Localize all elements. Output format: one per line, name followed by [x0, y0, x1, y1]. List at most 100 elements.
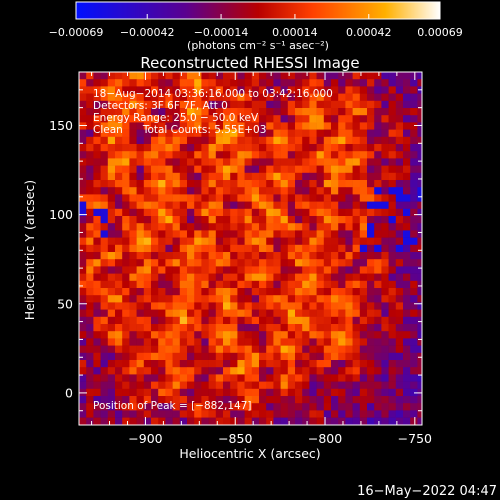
heatmap-cell	[122, 280, 130, 289]
heatmap-cell	[367, 338, 375, 346]
heatmap-cell	[316, 122, 325, 130]
heatmap-cell	[410, 352, 418, 361]
heatmap-cell	[417, 367, 422, 375]
heatmap-cell	[374, 208, 382, 217]
heatmap-cell	[381, 122, 389, 130]
heatmap-cell	[143, 302, 152, 310]
heatmap-cell	[359, 316, 368, 325]
heatmap-cell	[201, 417, 209, 425]
heatmap-cell	[215, 360, 224, 368]
heatmap-cell	[251, 424, 260, 425]
heatmap-cell	[201, 388, 209, 397]
heatmap-cell	[237, 352, 245, 361]
heatmap-cell	[158, 388, 166, 397]
heatmap-cell	[273, 410, 281, 418]
heatmap-cell	[309, 324, 317, 332]
heatmap-cell	[151, 273, 159, 282]
heatmap-cell	[302, 216, 310, 224]
heatmap-cell	[122, 417, 130, 425]
heatmap-cell	[158, 309, 166, 318]
heatmap-cell	[165, 208, 173, 217]
heatmap-cell	[107, 374, 116, 382]
heatmap-cell	[273, 280, 281, 289]
heatmap-cell	[338, 367, 346, 375]
heatmap-cell	[201, 151, 209, 159]
heatmap-cell	[237, 180, 245, 188]
heatmap-cell	[107, 360, 116, 368]
heatmap-cell	[345, 122, 353, 130]
heatmap-cell	[381, 100, 389, 109]
heatmap-cell	[79, 187, 87, 195]
heatmap-cell	[158, 216, 166, 224]
heatmap-cell	[79, 302, 87, 310]
heatmap-cell	[251, 345, 260, 354]
heatmap-cell	[223, 187, 231, 195]
heatmap-cell	[194, 136, 202, 145]
heatmap-cell	[143, 345, 152, 354]
heatmap-cell	[352, 86, 361, 94]
heatmap-cell	[280, 288, 289, 296]
heatmap-cell	[194, 129, 202, 138]
heatmap-cell	[259, 410, 267, 418]
heatmap-cell	[403, 295, 411, 303]
heatmap-cell	[79, 338, 87, 346]
heatmap-cell	[93, 374, 101, 382]
heatmap-cell	[316, 302, 325, 310]
heatmap-cell	[129, 288, 137, 296]
heatmap-cell	[230, 122, 238, 130]
heatmap-cell	[115, 129, 123, 138]
heatmap-cell	[115, 136, 123, 145]
heatmap-cell	[359, 244, 368, 253]
heatmap-cell	[323, 374, 332, 382]
heatmap-cell	[194, 316, 202, 325]
heatmap-cell	[273, 288, 281, 296]
heatmap-cell	[179, 201, 188, 210]
heatmap-cell	[201, 424, 209, 425]
heatmap-cell	[244, 295, 253, 303]
heatmap-cell	[86, 216, 94, 224]
heatmap-cell	[79, 93, 87, 102]
heatmap-cell	[381, 93, 389, 102]
heatmap-cell	[230, 345, 238, 354]
heatmap-cell	[287, 388, 296, 397]
heatmap-cell	[107, 187, 116, 195]
heatmap-cell	[309, 122, 317, 130]
heatmap-cell	[129, 309, 137, 318]
heatmap-cell	[115, 367, 123, 375]
heatmap-cell	[107, 216, 116, 224]
heatmap-cell	[187, 338, 195, 346]
heatmap-cell	[100, 194, 109, 202]
heatmap-cell	[158, 316, 166, 325]
heatmap-cell	[179, 194, 188, 202]
heatmap-cell	[374, 244, 382, 253]
heatmap-cell	[395, 158, 404, 166]
heatmap-cell	[194, 79, 202, 87]
heatmap-cell	[194, 108, 202, 116]
heatmap-cell	[374, 388, 382, 397]
heatmap-cell	[107, 108, 116, 116]
heatmap-cell	[316, 86, 325, 94]
heatmap-cell	[309, 100, 317, 109]
heatmap-cell	[331, 223, 339, 231]
heatmap-cell	[122, 244, 130, 253]
heatmap-cell	[115, 381, 123, 390]
heatmap-cell	[345, 338, 353, 346]
heatmap-cell	[259, 252, 267, 260]
heatmap-cell	[374, 165, 382, 174]
heatmap-cell	[309, 151, 317, 159]
heatmap-cell	[165, 345, 173, 354]
heatmap-cell	[179, 316, 188, 325]
heatmap-cell	[79, 144, 87, 152]
heatmap-cell	[187, 396, 195, 404]
heatmap-cell	[100, 367, 109, 375]
heatmap-cell	[287, 187, 296, 195]
heatmap-cell	[201, 266, 209, 274]
heatmap-cell	[395, 309, 404, 318]
heatmap-cell	[338, 129, 346, 138]
heatmap-cell	[122, 86, 130, 94]
heatmap-cell	[223, 129, 231, 138]
heatmap-cell	[273, 115, 281, 123]
heatmap-cell	[280, 79, 289, 87]
heatmap-cell	[323, 252, 332, 260]
